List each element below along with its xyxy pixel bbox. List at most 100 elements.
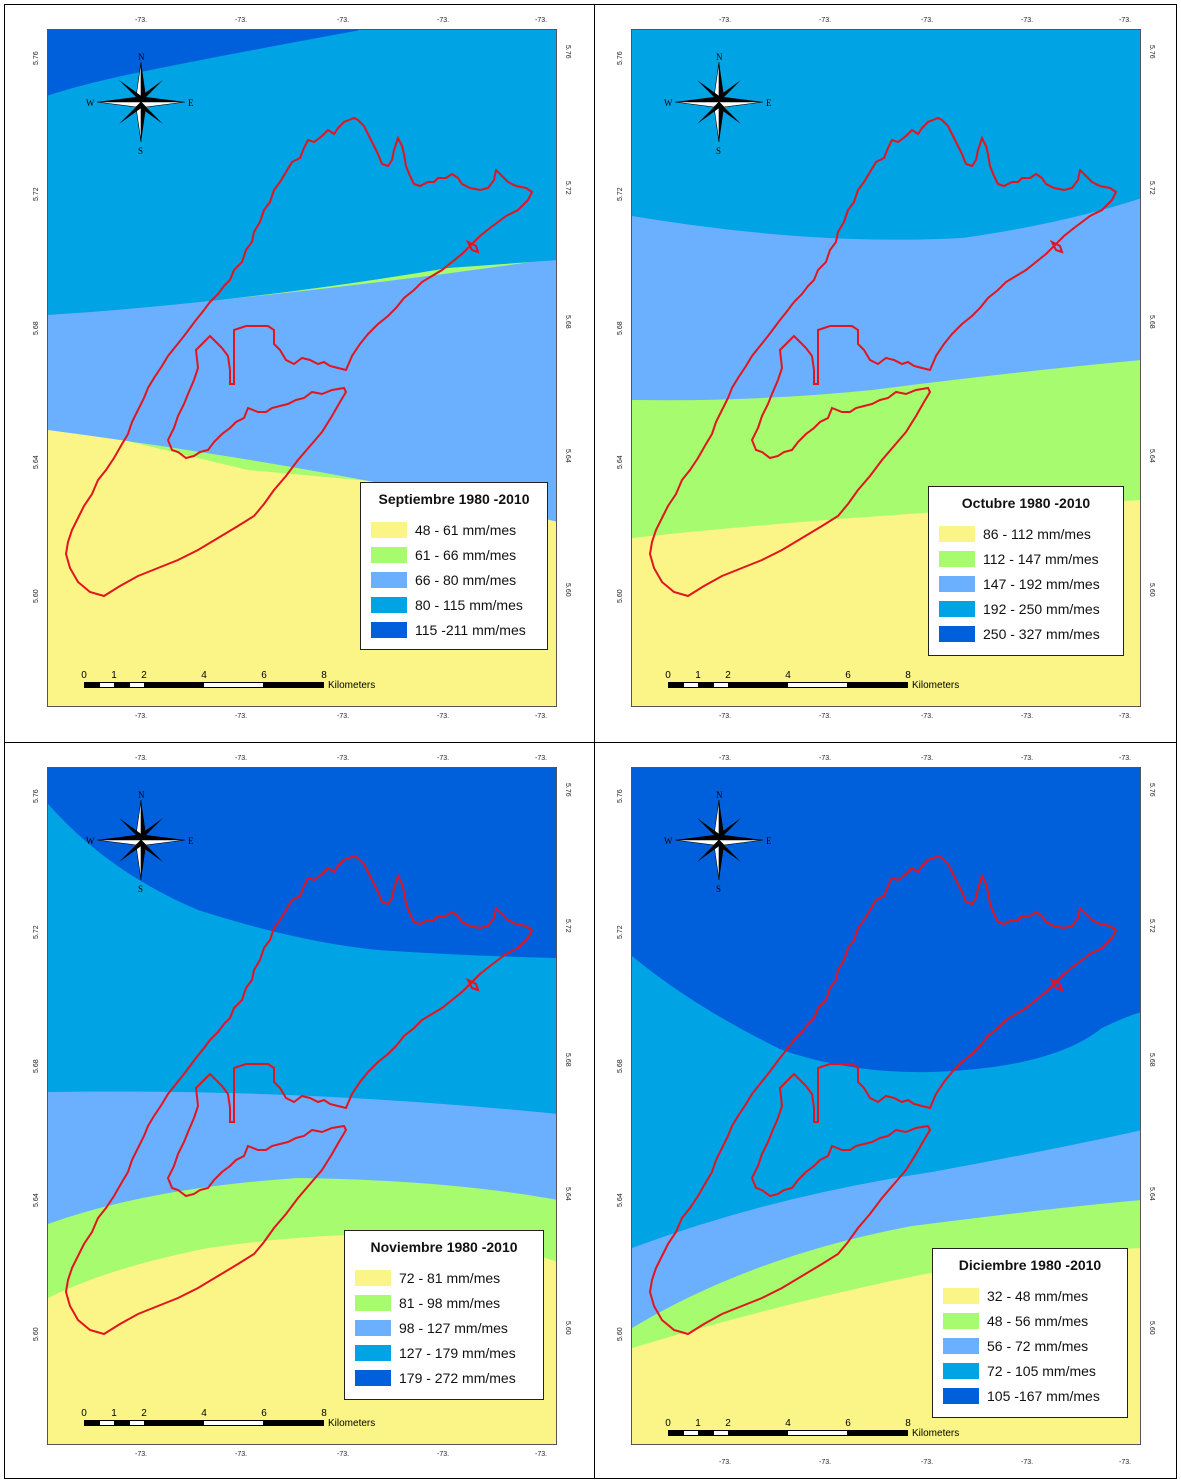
scale-label: 1 xyxy=(695,1418,701,1429)
lon-tick: -73. xyxy=(535,713,548,720)
scale-label: 2 xyxy=(725,670,731,681)
lon-tick: -73. xyxy=(719,17,732,24)
legend-swatch xyxy=(371,571,407,588)
scale-unit: Kilometers xyxy=(328,680,376,691)
compass-e-label: E xyxy=(188,98,194,108)
compass-w-label: W xyxy=(86,98,95,108)
lon-tick: -73. xyxy=(921,755,934,762)
scale-label: 2 xyxy=(141,1408,147,1419)
lat-tick: 5.68 xyxy=(33,321,40,335)
lat-tick: 5.64 xyxy=(564,449,571,463)
lat-tick: 5.68 xyxy=(33,1059,40,1073)
lon-tick: -73. xyxy=(135,1451,148,1458)
legend-swatch xyxy=(371,596,407,613)
lon-tick: -73. xyxy=(1119,17,1132,24)
lat-tick: 5.68 xyxy=(617,321,624,335)
legend-item: 115 -211 mm/mes xyxy=(371,617,537,642)
lat-tick: 5.60 xyxy=(617,589,624,603)
zone-class5 xyxy=(48,768,556,958)
legend-swatch xyxy=(355,1269,391,1286)
lon-tick: -73. xyxy=(337,17,350,24)
legend-item: 32 - 48 mm/mes xyxy=(943,1283,1117,1308)
legend: Diciembre 1980 -2010 32 - 48 mm/mes 48 -… xyxy=(932,1248,1128,1418)
lat-tick: 5.72 xyxy=(33,187,40,201)
scale-unit: Kilometers xyxy=(912,1428,960,1439)
lon-tick: -73. xyxy=(1119,713,1132,720)
lon-tick: -73. xyxy=(235,1451,248,1458)
legend-swatch xyxy=(371,521,407,538)
legend-swatch xyxy=(939,625,975,642)
lat-tick: 5.76 xyxy=(564,783,571,797)
legend-swatch xyxy=(371,546,407,563)
lat-tick: 5.76 xyxy=(564,45,571,59)
legend-label: 105 -167 mm/mes xyxy=(987,1387,1100,1404)
lat-tick: 5.76 xyxy=(1148,783,1155,797)
legend-swatch xyxy=(355,1319,391,1336)
lat-tick: 5.76 xyxy=(617,789,624,803)
watershed-boundary xyxy=(64,854,534,1336)
lon-tick: -73. xyxy=(235,713,248,720)
scale-bar: 0 1 2 4 6 8 Kilometers xyxy=(81,1408,375,1429)
watershed-boundary xyxy=(648,116,1118,598)
lat-tick: 5.72 xyxy=(564,181,571,195)
lat-tick: 5.68 xyxy=(564,1053,571,1067)
scale-label: 6 xyxy=(845,670,851,681)
scale-label: 2 xyxy=(141,670,147,681)
lat-tick: 5.60 xyxy=(33,1327,40,1341)
lat-tick: 5.68 xyxy=(1148,1053,1155,1067)
scale-label: 0 xyxy=(81,1408,87,1419)
lat-tick: 5.64 xyxy=(617,455,624,469)
lon-tick: -73. xyxy=(1021,755,1034,762)
legend-label: 115 -211 mm/mes xyxy=(415,621,526,638)
legend-item: 81 - 98 mm/mes xyxy=(355,1290,533,1315)
legend-label: 127 - 179 mm/mes xyxy=(399,1344,516,1361)
zone-class3 xyxy=(48,258,556,522)
legend-item: 72 - 105 mm/mes xyxy=(943,1358,1117,1383)
lon-tick: -73. xyxy=(1119,755,1132,762)
legend-swatch xyxy=(943,1312,979,1329)
map-panel-noviembre: N S W E Noviembre 1980 -2010 72 - 81 mm/… xyxy=(5,743,594,1479)
legend-swatch xyxy=(939,525,975,542)
lat-tick: 5.60 xyxy=(564,1321,571,1335)
lat-tick: 5.68 xyxy=(617,1059,624,1073)
legend-item: 86 - 112 mm/mes xyxy=(939,521,1113,546)
legend-item: 250 - 327 mm/mes xyxy=(939,621,1113,646)
legend-item: 61 - 66 mm/mes xyxy=(371,542,537,567)
map-frame: N S W E Octubre 1980 -2010 86 - 112 mm/m… xyxy=(631,29,1141,707)
compass-n-label: N xyxy=(138,52,145,62)
legend-swatch xyxy=(371,621,407,638)
legend-label: 192 - 250 mm/mes xyxy=(983,600,1100,617)
zone-class5 xyxy=(632,768,1140,1073)
legend-label: 80 - 115 mm/mes xyxy=(415,596,523,613)
legend-item: 56 - 72 mm/mes xyxy=(943,1333,1117,1358)
scale-label: 8 xyxy=(905,1418,911,1429)
lon-tick: -73. xyxy=(135,755,148,762)
lat-tick: 5.72 xyxy=(1148,919,1155,933)
lon-tick: -73. xyxy=(337,1451,350,1458)
legend-title: Septiembre 1980 -2010 xyxy=(378,491,530,507)
scale-label: 4 xyxy=(201,670,207,681)
compass-e-label: E xyxy=(766,98,772,108)
zone-class5 xyxy=(48,30,358,95)
lon-tick: -73. xyxy=(819,1459,832,1466)
legend-label: 56 - 72 mm/mes xyxy=(987,1337,1089,1354)
lon-tick: -73. xyxy=(337,713,350,720)
scale-label: 6 xyxy=(261,1408,267,1419)
precipitation-zones xyxy=(632,768,1140,1444)
legend-item: 112 - 147 mm/mes xyxy=(939,546,1113,571)
compass-w-label: W xyxy=(664,836,673,846)
lon-tick: -73. xyxy=(921,17,934,24)
scale-bar: 0 1 2 4 6 8 Kilometers xyxy=(665,1418,959,1439)
lat-tick: 5.76 xyxy=(617,51,624,65)
lat-tick: 5.64 xyxy=(33,455,40,469)
map-frame: N S W E Diciembre 1980 -2010 32 - 48 mm/… xyxy=(631,767,1141,1445)
zone-class4 xyxy=(632,30,1140,240)
legend-item: 127 - 179 mm/mes xyxy=(355,1340,533,1365)
lon-tick: -73. xyxy=(535,1451,548,1458)
legend-title: Diciembre 1980 -2010 xyxy=(958,1257,1102,1273)
compass-rose-icon: N S W E xyxy=(86,790,194,893)
lon-tick: -73. xyxy=(437,17,450,24)
legend-swatch xyxy=(943,1287,979,1304)
compass-w-label: W xyxy=(664,98,673,108)
lon-tick: -73. xyxy=(135,713,148,720)
